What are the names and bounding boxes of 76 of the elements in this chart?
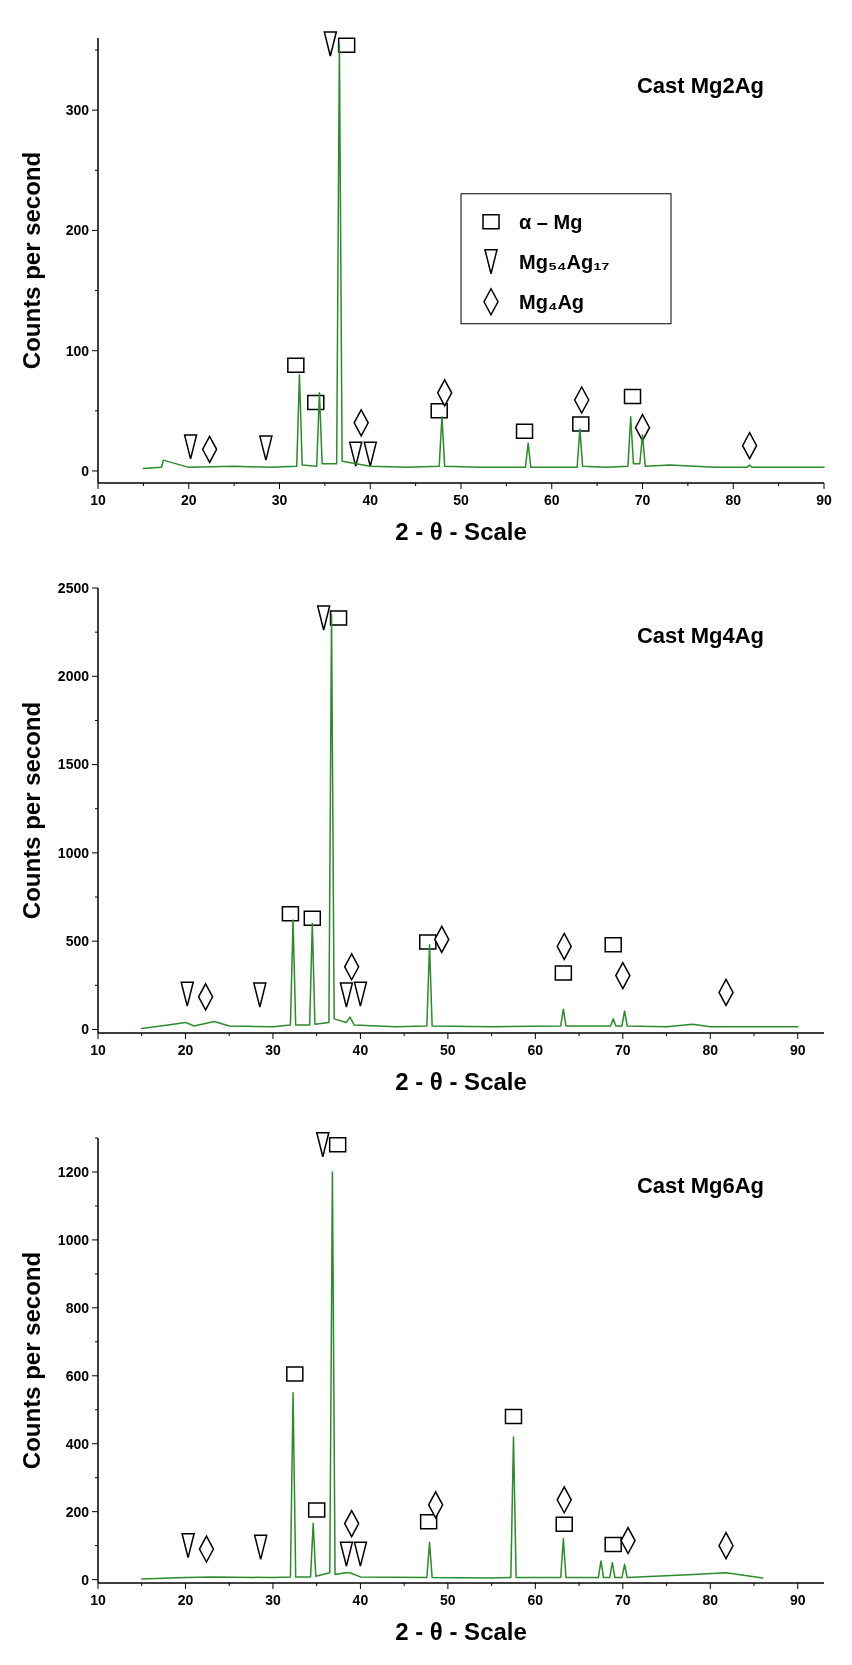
- y-tick-label: 200: [65, 1503, 90, 1520]
- x-tick-label: 10: [90, 492, 106, 508]
- x-tick-label: 40: [352, 1592, 369, 1608]
- x-tick-label: 50: [453, 492, 469, 508]
- y-tick-label: 1500: [57, 756, 90, 773]
- line-series: [140, 1171, 764, 1580]
- legend-label: α – Mg: [519, 210, 583, 233]
- x-tick-label: 90: [816, 492, 832, 508]
- point: [419, 1514, 438, 1530]
- point: [287, 357, 305, 373]
- text: Cast Mg4Ag: [636, 623, 764, 648]
- y-axis-title: Counts per second: [18, 1251, 45, 1470]
- y-tick-label: 100: [65, 342, 90, 359]
- x-tick-label: 30: [265, 1042, 281, 1058]
- x-tick-label: 30: [265, 1592, 281, 1608]
- point: [572, 416, 590, 432]
- x-tick-label: 70: [634, 492, 651, 508]
- point: [337, 37, 356, 53]
- point: [555, 1516, 573, 1532]
- point: [604, 1536, 622, 1553]
- x-tick-label: 70: [615, 1592, 631, 1608]
- y-axis-title: Counts per second: [18, 151, 45, 370]
- x-tick-label: 70: [615, 1042, 631, 1058]
- x-tick-label: 50: [440, 1592, 456, 1608]
- point: [504, 1408, 523, 1425]
- y-tick-label: 1200: [57, 1163, 90, 1180]
- y-tick-label: 300: [65, 102, 90, 119]
- point: [281, 906, 300, 922]
- x-tick-label: 10: [90, 1042, 106, 1058]
- x-tick-label: 20: [177, 1042, 194, 1058]
- point: [604, 936, 622, 953]
- point: [623, 388, 642, 405]
- x-tick-label: 60: [543, 492, 560, 508]
- y-tick-label: 200: [65, 222, 90, 239]
- text: Cast Mg6Ag: [636, 1173, 764, 1198]
- x-tick-label: 60: [527, 1592, 544, 1608]
- point: [307, 1502, 326, 1518]
- y-tick-label: 1000: [57, 844, 90, 861]
- legend-label: Mg₄Ag: [519, 290, 585, 313]
- point: [303, 910, 322, 926]
- point: [419, 934, 437, 950]
- y-tick-label: 600: [65, 1367, 90, 1384]
- x-tick-label: 60: [527, 1042, 544, 1058]
- x-tick-label: 80: [702, 1592, 719, 1608]
- y-tick-label: 2000: [57, 668, 90, 685]
- x-tick-label: 80: [725, 492, 742, 508]
- point: [286, 1366, 304, 1382]
- point: [328, 1137, 347, 1153]
- x-tick-label: 10: [90, 1592, 106, 1608]
- x-tick-label: 40: [352, 1042, 369, 1058]
- point: [554, 965, 573, 981]
- y-tick-label: 1000: [57, 1231, 90, 1248]
- y-tick-label: 2500: [57, 579, 90, 596]
- y-tick-label: 0: [81, 1021, 90, 1038]
- x-axis-title: 2 - θ - Scale: [395, 1618, 527, 1645]
- x-tick-label: 20: [180, 492, 197, 508]
- x-tick-label: 90: [789, 1042, 806, 1058]
- y-tick-label: 0: [81, 1571, 90, 1588]
- y-tick-label: 0: [81, 462, 90, 479]
- x-tick-label: 20: [177, 1592, 194, 1608]
- x-tick-label: 90: [789, 1592, 806, 1608]
- y-axis-title: Counts per second: [18, 701, 45, 920]
- x-tick-label: 40: [362, 492, 379, 508]
- point: [515, 423, 534, 440]
- x-axis-title: 2 - θ - Scale: [395, 1068, 527, 1095]
- x-axis-title: 2 - θ - Scale: [395, 518, 527, 545]
- point: [430, 403, 448, 419]
- text: Cast Mg2Ag: [636, 73, 764, 98]
- legend-label: Mg₅₄Ag₁₇: [519, 250, 610, 273]
- y-tick-label: 400: [65, 1435, 90, 1452]
- x-tick-label: 50: [440, 1042, 456, 1058]
- x-tick-label: 30: [271, 492, 288, 508]
- y-tick-label: 500: [65, 933, 90, 950]
- x-tick-label: 80: [702, 1042, 719, 1058]
- point: [329, 610, 348, 626]
- y-tick-label: 800: [65, 1299, 90, 1316]
